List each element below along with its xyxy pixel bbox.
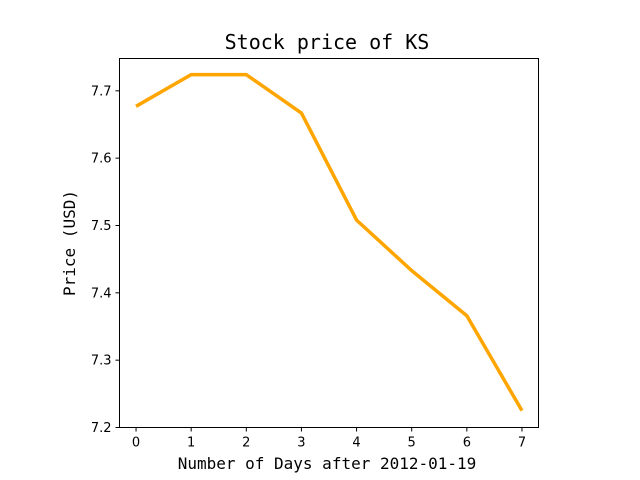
x-tick-label: 4 (352, 436, 360, 451)
x-tick-label: 1 (187, 436, 195, 451)
x-tick-label: 5 (408, 436, 416, 451)
x-tick-label: 0 (132, 436, 140, 451)
x-tick-label: 3 (297, 436, 305, 451)
x-tick-label: 6 (463, 436, 471, 451)
y-axis-label: Price (USD) (60, 190, 79, 296)
series-line (135, 72, 524, 412)
y-tick-label: 7.5 (91, 219, 112, 234)
x-axis-label: Number of Days after 2012-01-19 (178, 454, 477, 473)
plot-area (119, 58, 539, 428)
chart-title: Stock price of KS (225, 30, 430, 54)
y-axis: 7.2 7.3 7.4 7.5 7.6 7.7 (91, 84, 120, 436)
x-tick-label: 7 (518, 436, 526, 451)
plot-frame (119, 58, 539, 428)
y-tick-label: 7.3 (91, 354, 112, 369)
y-tick-label: 7.4 (91, 286, 112, 301)
x-tick-label: 2 (242, 436, 250, 451)
y-tick-label: 7.2 (91, 421, 112, 436)
y-tick-label: 7.6 (91, 152, 112, 167)
series-layer (135, 72, 524, 412)
x-axis: 0 1 2 3 4 5 6 7 (132, 427, 526, 451)
y-tick-label: 7.7 (91, 84, 112, 99)
